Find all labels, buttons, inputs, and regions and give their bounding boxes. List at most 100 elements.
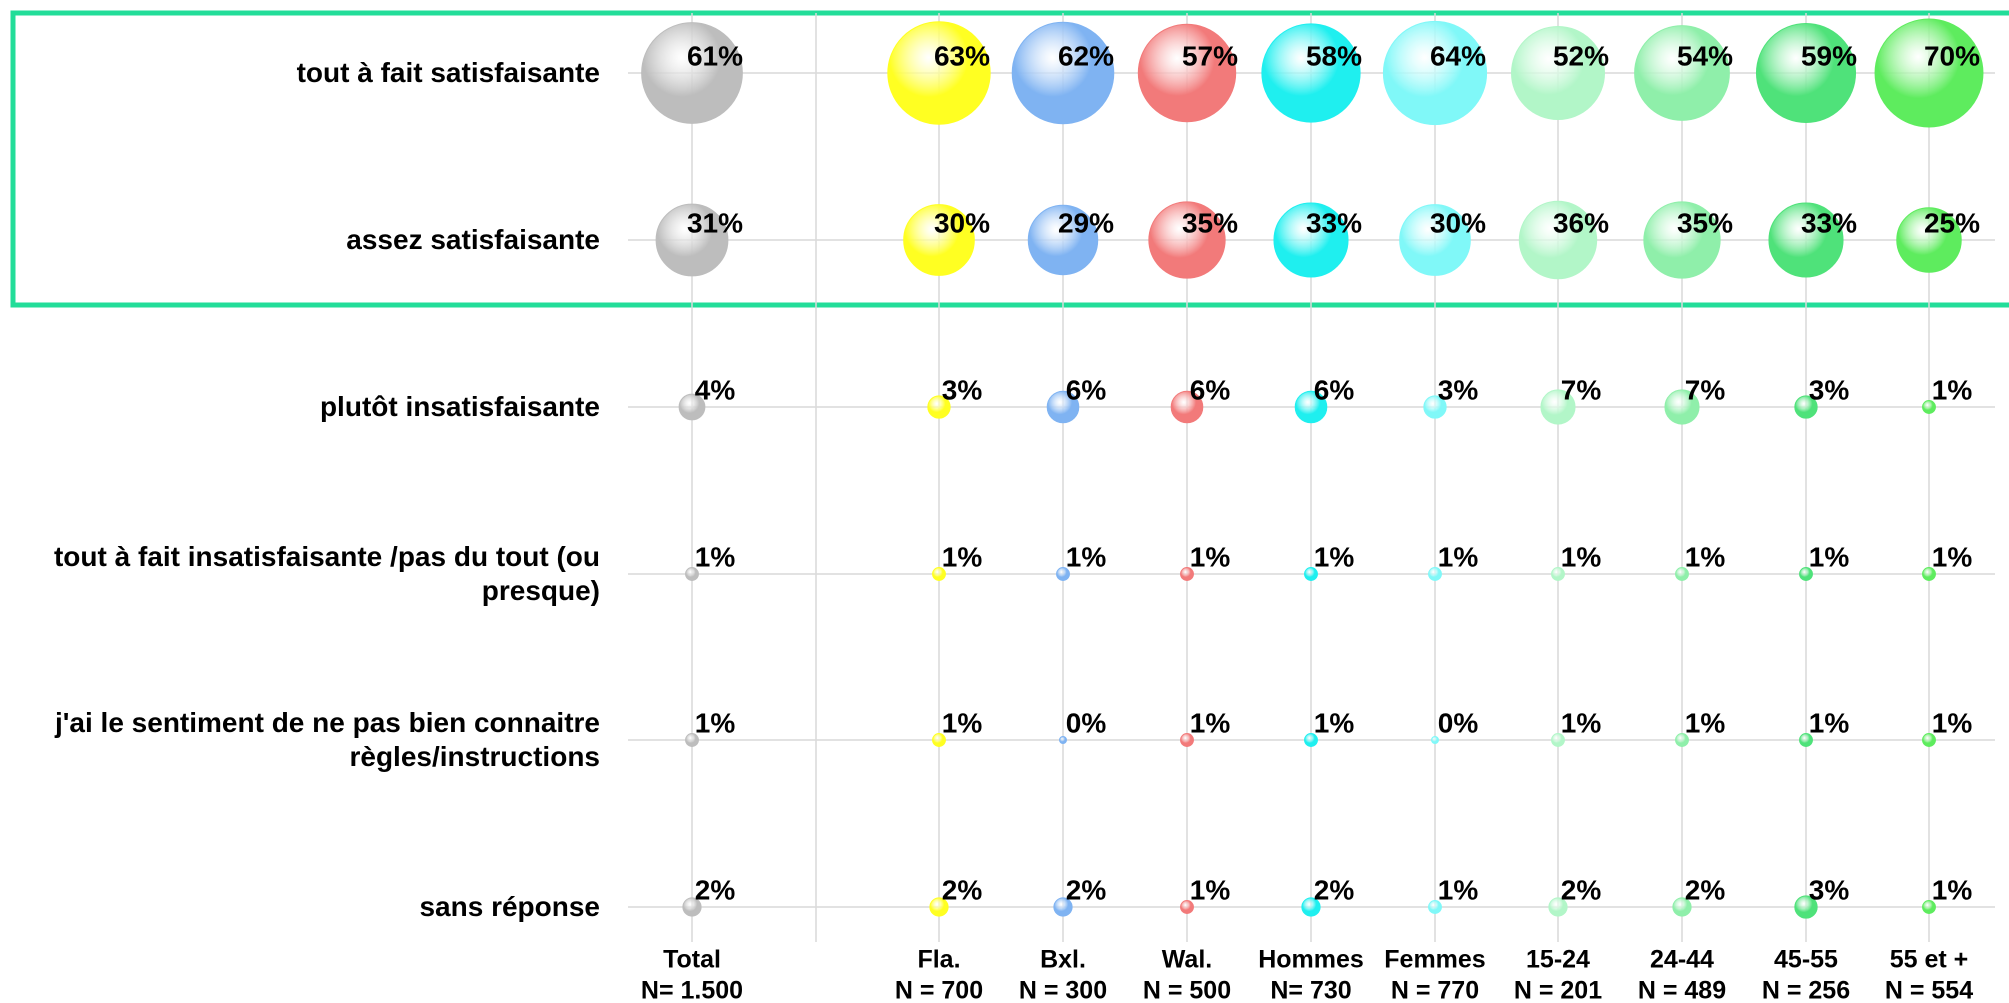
bubble <box>1431 736 1439 744</box>
bubble <box>1922 567 1936 581</box>
bubble <box>1027 204 1099 276</box>
bubble <box>1672 897 1692 917</box>
value-label: 3% <box>1809 374 1850 405</box>
column-sample: N = 554 <box>1885 977 1973 1003</box>
bubble <box>1922 400 1936 414</box>
column-label: 45-55 <box>1774 946 1838 974</box>
value-label: 0% <box>1066 707 1107 738</box>
bubble <box>1428 567 1442 581</box>
bubble <box>655 203 729 277</box>
column-label: Wal. <box>1162 946 1212 974</box>
value-label: 33% <box>1306 207 1362 238</box>
bubble <box>1874 18 1984 128</box>
value-label: 1% <box>1685 541 1726 572</box>
value-label: 2% <box>1066 874 1107 905</box>
value-label: 59% <box>1801 40 1857 71</box>
bubble <box>1675 567 1689 581</box>
column-label: 55 et + <box>1890 946 1969 974</box>
bubble <box>1548 897 1568 917</box>
row-label: assez satisfaisante <box>346 224 600 255</box>
value-label: 2% <box>942 874 983 905</box>
column-label: Femmes <box>1384 946 1485 974</box>
value-label: 1% <box>695 541 736 572</box>
row-label: sans réponse <box>419 891 600 922</box>
value-label: 1% <box>1190 874 1231 905</box>
bubble <box>1053 897 1073 917</box>
bubble <box>1755 22 1857 124</box>
column-sample: N= 1.500 <box>641 977 743 1003</box>
value-label: 1% <box>1561 707 1602 738</box>
bubble <box>685 567 699 581</box>
bubble <box>1011 21 1115 125</box>
bubble <box>1180 567 1194 581</box>
bubble <box>932 733 946 747</box>
value-label: 1% <box>1190 541 1231 572</box>
value-label: 3% <box>1438 374 1479 405</box>
column-label: Hommes <box>1258 946 1364 974</box>
bubble <box>1799 733 1813 747</box>
value-label: 7% <box>1561 374 1602 405</box>
bubble <box>1896 207 1962 273</box>
value-label: 3% <box>942 374 983 405</box>
value-label: 1% <box>1438 541 1479 572</box>
value-label: 1% <box>1685 707 1726 738</box>
value-label: 3% <box>1809 874 1850 905</box>
bubble <box>1922 900 1936 914</box>
value-label: 33% <box>1801 207 1857 238</box>
value-label: 6% <box>1066 374 1107 405</box>
value-label: 1% <box>1190 707 1231 738</box>
bubble <box>1510 25 1606 121</box>
value-label: 64% <box>1430 40 1486 71</box>
value-label: 57% <box>1182 40 1238 71</box>
column-label: 15-24 <box>1526 946 1590 974</box>
bubble <box>1137 23 1237 123</box>
value-label: 61% <box>687 40 743 71</box>
bubble <box>1794 395 1818 419</box>
bubble <box>1261 23 1361 123</box>
value-label: 63% <box>934 40 990 71</box>
value-label: 1% <box>942 541 983 572</box>
bubble <box>685 733 699 747</box>
value-label: 1% <box>1438 874 1479 905</box>
bubble <box>1423 395 1447 419</box>
bubble <box>1170 390 1204 424</box>
value-label: 1% <box>942 707 983 738</box>
value-label: 54% <box>1677 40 1733 71</box>
bubble <box>1180 733 1194 747</box>
row-label: tout à fait insatisfaisante /pas du tout… <box>53 541 600 606</box>
bubble <box>1540 389 1576 425</box>
bubble <box>1922 733 1936 747</box>
column-sample: N = 500 <box>1143 977 1231 1003</box>
value-label: 1% <box>1561 541 1602 572</box>
value-label: 29% <box>1058 207 1114 238</box>
value-label: 1% <box>1809 707 1850 738</box>
value-label: 1% <box>695 707 736 738</box>
bubble <box>1428 900 1442 914</box>
column-label: Fla. <box>917 946 960 974</box>
row-label: tout à fait satisfaisante <box>296 57 600 88</box>
bubble <box>641 22 743 124</box>
bubble <box>1664 389 1700 425</box>
value-label: 62% <box>1058 40 1114 71</box>
column-sample: N = 256 <box>1762 977 1850 1003</box>
value-label: 2% <box>1314 874 1355 905</box>
value-label: 1% <box>1932 707 1973 738</box>
bubble <box>903 204 975 276</box>
bubble <box>678 393 706 421</box>
bubble <box>1046 390 1080 424</box>
bubble <box>1399 204 1471 276</box>
bubble <box>929 897 949 917</box>
bubble <box>1518 200 1598 280</box>
bubble <box>932 567 946 581</box>
value-label: 2% <box>1561 874 1602 905</box>
bubble <box>1273 202 1349 278</box>
value-label: 31% <box>687 207 743 238</box>
bubble <box>1180 900 1194 914</box>
bubble <box>1382 20 1488 126</box>
highlight-frame <box>10 10 2009 308</box>
bubble <box>1643 201 1721 279</box>
row-label: j'ai le sentiment de ne pas bien connait… <box>54 707 600 772</box>
bubble <box>1551 733 1565 747</box>
bubble <box>1799 567 1813 581</box>
